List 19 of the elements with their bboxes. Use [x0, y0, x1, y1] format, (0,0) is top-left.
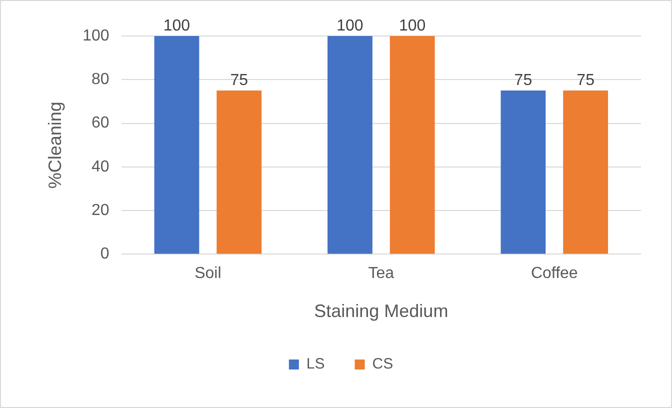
data-label: 100 [336, 17, 364, 34]
data-label: 100 [163, 17, 190, 34]
x-tick-label: Tea [368, 265, 394, 282]
data-label: 75 [576, 72, 595, 89]
y-tick-label: 40 [92, 158, 110, 176]
y-tick-label: 60 [92, 114, 110, 132]
y-axis-title: %Cleaning [44, 102, 65, 189]
data-label: 100 [398, 17, 426, 34]
y-tick-label: 20 [92, 202, 110, 219]
data-label: 75 [230, 72, 248, 89]
x-axis-title: Staining Medium [314, 301, 448, 322]
y-tick-label: 100 [82, 27, 110, 44]
data-label: 75 [514, 72, 532, 89]
x-tick-label: Coffee [530, 265, 578, 282]
legend-label: LS [306, 356, 325, 373]
x-tick-label: Soil [194, 265, 222, 282]
y-tick-label: 0 [100, 246, 110, 263]
legend-label: CS [372, 356, 394, 373]
y-tick-label: 80 [92, 71, 110, 88]
